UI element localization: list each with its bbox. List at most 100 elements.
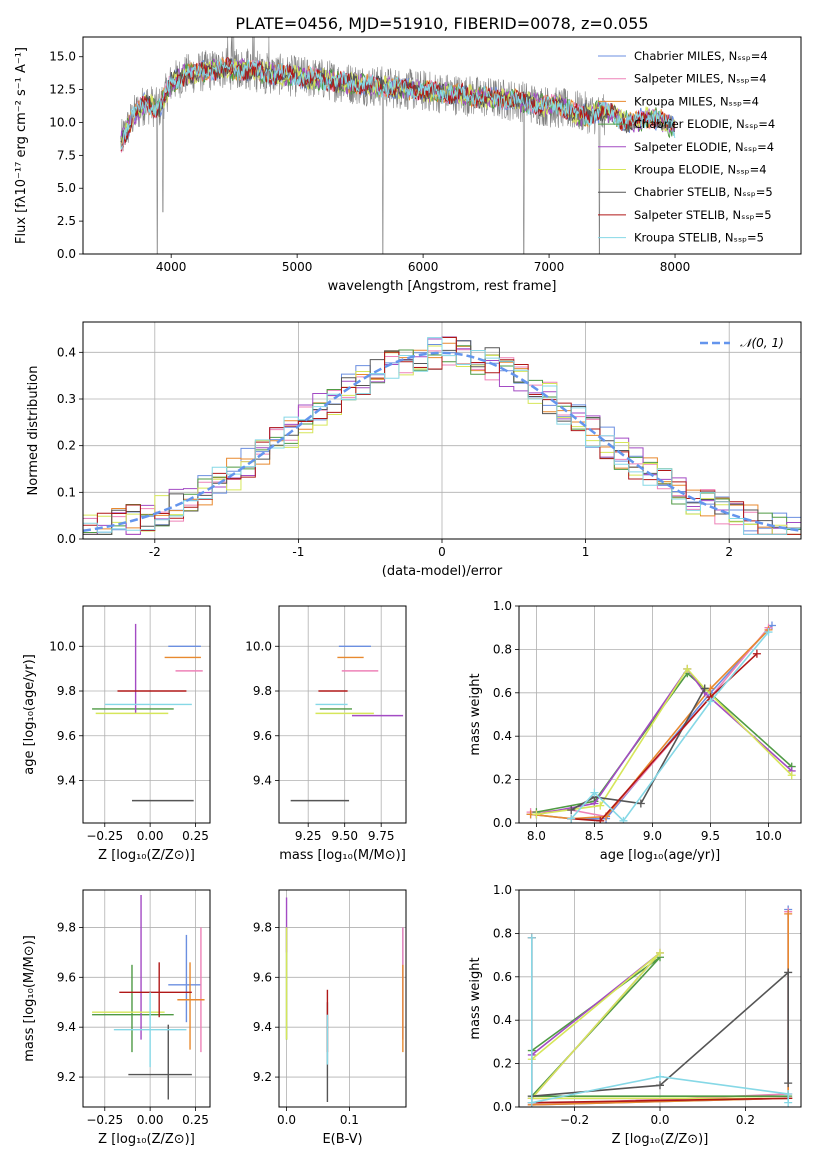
weight-series: [571, 653, 758, 822]
errorbars: [290, 645, 404, 802]
series-marker: [596, 816, 605, 823]
y-tick-label: 0.6: [493, 970, 512, 984]
x-tick-label: −0.2: [560, 1113, 589, 1127]
errorbars: [92, 894, 205, 1100]
weight-lines: [527, 905, 793, 1107]
y-tick-label: 0.4: [57, 345, 76, 359]
y-tick-label: 9.6: [57, 970, 76, 984]
axes-frame: [278, 889, 407, 1108]
axes-frame: [278, 605, 407, 824]
y-tick-label: 0.0: [57, 532, 76, 546]
y-tick-label: 10.0: [49, 639, 76, 653]
series-marker: [784, 968, 793, 977]
x-tick-label: 9.25: [295, 829, 322, 843]
series-marker: [527, 933, 536, 942]
x-tick-label: 0.25: [182, 1113, 209, 1127]
weight-vs-age-panel: 8.0 8.5 9.0 9.5 10.0 0.0 0.2 0.4 0.6 0.8 1.0 age [l…: [468, 599, 802, 863]
series-marker: [656, 1072, 664, 1081]
x-tick-label: 2: [725, 545, 733, 559]
spectrum-lines: [120, 37, 676, 254]
x-tick-label: 0.1: [340, 1113, 359, 1127]
legend-label: 𝒩(0, 1): [740, 336, 784, 350]
y-axis-label: Normed distribution: [26, 366, 41, 496]
y-tick-label: 0.4: [493, 729, 512, 743]
x-tick-label: 9.0: [643, 829, 662, 843]
legend-label: Salpeter MILES, Nₛₛₚ=4: [634, 72, 767, 86]
y-tick-label: 12.5: [49, 83, 76, 97]
y-tick-label: 9.4: [57, 1020, 76, 1034]
y-tick-label: 9.2: [253, 1070, 272, 1084]
x-axis-label: age [log₁₀(age/yr)]: [600, 848, 721, 863]
y-axis-label: age [log₁₀(age/yr)]: [22, 654, 37, 775]
x-tick-label: 4000: [156, 260, 187, 274]
x-axis-label: Z [log₁₀(Z/Z⊙)]: [98, 848, 195, 863]
series-marker: [752, 649, 761, 658]
errorbars: [285, 897, 404, 1103]
y-tick-label: 9.8: [253, 920, 272, 934]
y-tick-label: 5.0: [57, 181, 76, 195]
x-tick-label: -1: [292, 545, 304, 559]
x-axis-label: wavelength [Angstrom, rest frame]: [328, 279, 557, 294]
model-spectrum: [120, 58, 676, 151]
x-axis-label: (data-model)/error: [382, 564, 503, 579]
spectrum-panel: 4000 5000 6000 7000 8000 0.0 2.5 5.0 7.5 10.0 12.5…: [14, 36, 802, 294]
x-tick-label: 10.0: [755, 829, 782, 843]
y-tick-label: 7.5: [57, 148, 76, 162]
weight-lines: [526, 621, 796, 823]
series-marker: [532, 810, 541, 819]
y-axis-label: mass [log₁₀(M/M⊙)]: [22, 935, 37, 1062]
x-tick-label: 8.0: [527, 829, 546, 843]
legend-label: Chabrier MILES, Nₛₛₚ=4: [634, 49, 768, 63]
y-tick-label: 0.4: [493, 1013, 512, 1027]
model-histogram: [83, 336, 801, 535]
legend-label: Chabrier ELODIE, Nₛₛₚ=4: [634, 117, 775, 131]
y-tick-label: 0.2: [493, 773, 512, 787]
residuals-panel: -2 -1 0 1 2 0.0 0.1 0.2 0.3 0.4 (data-model)/error…: [26, 321, 802, 579]
series-marker: [706, 697, 715, 706]
y-tick-label: 0.0: [493, 816, 512, 830]
x-tick-label: −0.25: [86, 1113, 123, 1127]
y-tick-label: 9.4: [57, 773, 76, 787]
series-marker: [567, 805, 576, 814]
y-axis-label: Flux [fλ10⁻¹⁷ erg cm⁻² s⁻¹ A⁻¹]: [14, 47, 29, 244]
y-tick-label: 15.0: [49, 50, 76, 64]
age-vs-mass-panel: 9.25 9.50 9.75 9.4 9.6 9.8 10.0 mass [log₁₀(M/M…: [245, 605, 407, 863]
y-tick-label: 0.3: [57, 392, 76, 406]
y-tick-label: 9.8: [253, 684, 272, 698]
y-tick-label: 2.5: [57, 214, 76, 228]
x-tick-label: 5000: [282, 260, 313, 274]
series-marker: [700, 684, 709, 693]
weight-series: [531, 970, 789, 1097]
y-tick-label: 1.0: [493, 883, 512, 897]
x-tick-label: 0: [438, 545, 446, 559]
y-tick-label: 1.0: [493, 599, 512, 613]
weight-series: [570, 688, 706, 811]
weight-series: [536, 672, 793, 813]
series-marker: [784, 1098, 793, 1107]
y-tick-label: 0.8: [493, 642, 512, 656]
x-axis-label: E(B-V): [322, 1132, 362, 1147]
x-tick-label: 8000: [660, 260, 691, 274]
series-marker: [619, 816, 628, 823]
weight-vs-metallicity-panel: −0.2 0.0 0.2 0.0 0.2 0.4 0.6 0.8 1.0 Z [log₁₀(Z/Z…: [468, 883, 802, 1147]
legend-label: Salpeter ELODIE, Nₛₛₚ=4: [634, 140, 774, 154]
y-tick-label: 0.2: [493, 1057, 512, 1071]
y-tick-label: 9.6: [253, 729, 272, 743]
y-tick-label: 0.0: [57, 247, 76, 261]
errorbars: [92, 623, 203, 802]
series-marker: [787, 771, 796, 780]
y-tick-label: 0.0: [493, 1100, 512, 1114]
series-marker: [527, 1098, 536, 1107]
weight-series: [536, 667, 793, 816]
x-tick-label: 0.0: [650, 1113, 669, 1127]
mass-vs-metallicity-panel: −0.25 0.00 0.25 9.2 9.4 9.6 9.8 Z [log₁₀(Z/Z⊙)]…: [22, 889, 211, 1147]
x-tick-label: 0.0: [277, 1113, 296, 1127]
y-tick-label: 9.2: [57, 1070, 76, 1084]
series-marker: [784, 909, 793, 918]
y-tick-label: 10.0: [49, 115, 76, 129]
x-tick-label: 0.2: [736, 1113, 755, 1127]
x-tick-label: 1: [582, 545, 590, 559]
histogram-lines: [83, 336, 801, 535]
axes-frame: [82, 36, 802, 255]
